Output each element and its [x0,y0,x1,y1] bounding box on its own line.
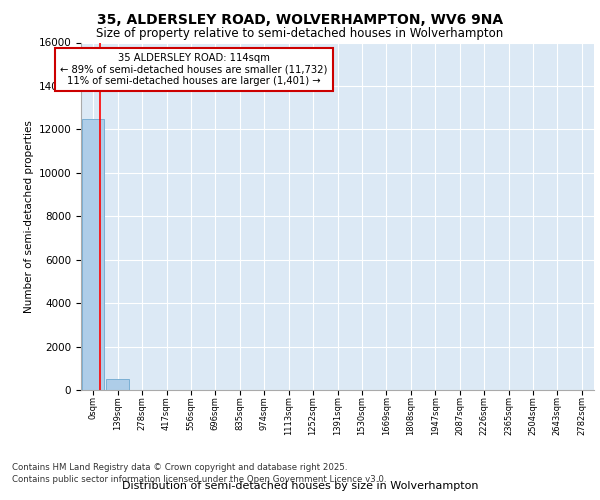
Bar [82,118,104,390]
Text: 35, ALDERSLEY ROAD, WOLVERHAMPTON, WV6 9NA: 35, ALDERSLEY ROAD, WOLVERHAMPTON, WV6 9… [97,12,503,26]
Text: 35 ALDERSLEY ROAD: 114sqm
← 89% of semi-detached houses are smaller (11,732)
11%: 35 ALDERSLEY ROAD: 114sqm ← 89% of semi-… [60,53,328,86]
Text: Size of property relative to semi-detached houses in Wolverhampton: Size of property relative to semi-detach… [97,28,503,40]
Text: Contains HM Land Registry data © Crown copyright and database right 2025.: Contains HM Land Registry data © Crown c… [12,462,347,471]
Y-axis label: Number of semi-detached properties: Number of semi-detached properties [25,120,34,312]
Text: Distribution of semi-detached houses by size in Wolverhampton: Distribution of semi-detached houses by … [122,481,478,491]
Bar [106,378,129,390]
Text: Contains public sector information licensed under the Open Government Licence v3: Contains public sector information licen… [12,475,386,484]
